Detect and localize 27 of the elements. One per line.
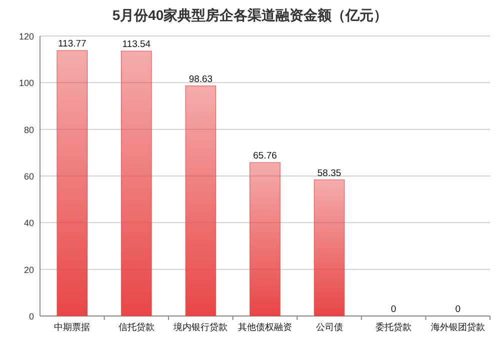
data-label: 65.76 xyxy=(253,150,277,162)
bar xyxy=(185,86,216,316)
x-tick-label: 委托贷款 xyxy=(376,322,412,332)
y-tick-label: 120 xyxy=(18,32,34,42)
x-tick-label: 信托贷款 xyxy=(118,322,154,332)
y-tick-label: 0 xyxy=(28,312,34,322)
y-tick-label: 100 xyxy=(18,78,34,88)
bar xyxy=(56,50,88,316)
data-label: 0 xyxy=(455,304,461,315)
y-tick-label: 20 xyxy=(24,264,34,275)
x-tick-label: 海外银团贷款 xyxy=(430,322,485,332)
y-tick-label: 40 xyxy=(24,218,34,228)
data-label: 98.63 xyxy=(188,74,213,85)
data-label: 0 xyxy=(390,304,396,315)
bar xyxy=(250,162,280,316)
bar xyxy=(314,180,345,316)
x-tick-label: 境内银行贷款 xyxy=(172,322,228,332)
bar xyxy=(121,50,152,316)
y-tick-label: 60 xyxy=(24,172,34,182)
y-tick-label: 80 xyxy=(24,124,34,135)
x-tick-label: 中期票据 xyxy=(54,322,90,332)
data-label: 113.54 xyxy=(122,39,151,50)
x-tick-label: 公司债 xyxy=(316,322,343,332)
chart-title: 5月份40家典型房企各渠道融资金额（亿元） xyxy=(112,7,388,23)
data-label: 113.77 xyxy=(58,38,86,50)
data-label: 58.35 xyxy=(317,168,342,179)
x-tick-label: 其他债权融资 xyxy=(238,322,292,332)
